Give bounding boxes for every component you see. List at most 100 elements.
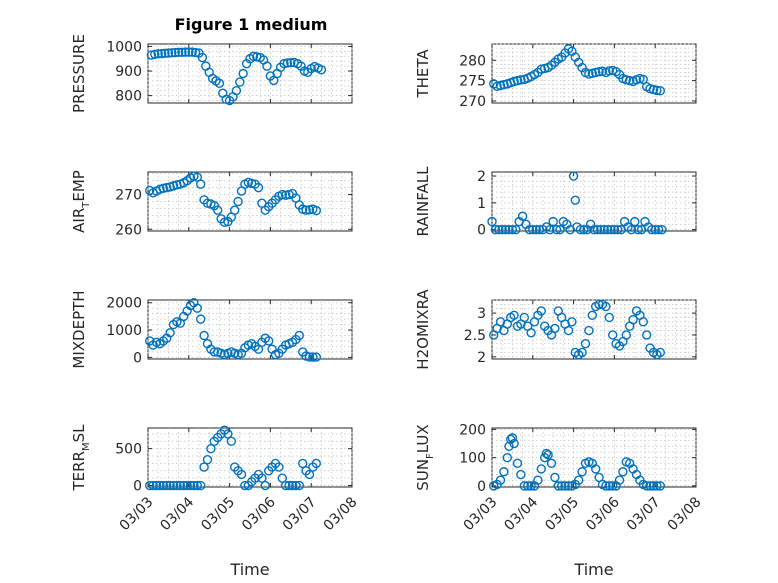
figure-title: Figure 1 medium: [175, 15, 328, 34]
data-point: [165, 328, 175, 338]
data-point: [533, 475, 543, 485]
subplot-6: 2 2.5 3 H2OMIXRA: [414, 289, 697, 370]
data-point: [219, 217, 230, 228]
data-point: [502, 452, 512, 463]
data-point: [517, 211, 528, 221]
data-point: [281, 190, 291, 200]
data-point: [592, 224, 603, 235]
y-tick-label: 260: [115, 222, 142, 238]
data-point: [165, 480, 175, 491]
subplot-5: 0 1000 2000 MIXDEPTH: [70, 290, 353, 369]
data-point: [563, 481, 574, 491]
data-point: [178, 480, 189, 491]
data-point: [494, 224, 504, 235]
data-point: [606, 224, 616, 235]
data-point: [608, 330, 618, 340]
data-point: [173, 47, 184, 58]
data-point: [202, 455, 213, 465]
data-point: [575, 224, 586, 235]
data-point: [602, 224, 613, 235]
data-point: [630, 216, 640, 227]
data-point: [192, 480, 203, 491]
data-point: [550, 323, 560, 334]
data-point: [574, 475, 584, 485]
data-point: [633, 224, 643, 235]
data-point: [577, 347, 587, 358]
data-point: [655, 481, 665, 491]
data-point: [638, 317, 648, 327]
data-point: [545, 224, 555, 235]
data-point: [509, 438, 519, 449]
y-tick-label: 1: [477, 196, 486, 212]
data-point: [264, 336, 274, 346]
data-point: [570, 195, 580, 205]
data-point: [580, 339, 591, 349]
x-tick-label: 03/05: [198, 494, 238, 534]
data-point: [587, 310, 597, 320]
y-axis-label: THETA: [414, 49, 432, 99]
data-point: [153, 49, 163, 59]
y-tick-label: 500: [115, 442, 142, 458]
data-point: [512, 458, 523, 468]
data-point: [594, 66, 604, 77]
data-point: [604, 66, 614, 76]
data-point: [148, 480, 158, 491]
data-point: [591, 464, 601, 474]
x-tick-label: 03/08: [321, 494, 361, 534]
data-point: [601, 481, 611, 491]
data-point: [536, 306, 546, 316]
data-point: [158, 183, 169, 194]
data-point: [187, 47, 197, 57]
data-point: [543, 450, 553, 460]
data-point: [199, 462, 209, 472]
data-point: [209, 347, 220, 357]
data-point: [260, 480, 270, 491]
data-point: [546, 458, 557, 468]
data-point: [160, 48, 170, 59]
y-tick-label: 800: [115, 89, 142, 105]
data-point: [298, 458, 308, 469]
data-point: [304, 352, 315, 362]
data-point: [596, 224, 606, 235]
data-point: [175, 480, 186, 491]
y-axis-label: PRESSURE: [70, 34, 88, 113]
data-point: [557, 481, 567, 491]
y-tick-label: 270: [115, 188, 142, 204]
data-point: [214, 78, 225, 89]
subplot-4: 0 1 2 RAINFALL: [414, 166, 697, 239]
data-point: [212, 205, 223, 215]
data-point: [531, 224, 541, 235]
y-tick-label: 275: [459, 74, 486, 90]
data-point: [184, 47, 194, 57]
data-point: [177, 47, 187, 58]
y-tick-label: 2000: [106, 296, 142, 312]
data-point: [523, 481, 533, 491]
x-tick-label: 03/07: [624, 494, 664, 534]
data-point: [151, 480, 162, 491]
data-point: [262, 61, 272, 71]
y-tick-label: 0: [133, 479, 142, 495]
data-point: [516, 75, 526, 85]
data-point: [528, 224, 538, 235]
data-point: [645, 481, 655, 491]
y-tick-label: 0: [133, 350, 142, 366]
y-tick-label: 2.5: [464, 328, 486, 344]
data-point: [647, 224, 657, 235]
y-tick-label: 200: [459, 422, 486, 438]
data-point: [657, 224, 667, 235]
data-point: [282, 58, 293, 68]
data-point: [311, 352, 321, 362]
subplot-1: 800 900 1000 PRESSURE: [70, 34, 353, 113]
data-point: [577, 467, 587, 477]
data-point: [560, 481, 570, 491]
data-point: [507, 224, 518, 235]
x-tick-label: 03/03: [117, 494, 157, 534]
data-point: [167, 48, 177, 58]
data-point: [487, 216, 497, 227]
data-point: [507, 433, 518, 443]
data-point: [642, 330, 652, 340]
data-point: [553, 481, 563, 491]
data-point: [277, 189, 287, 200]
data-point: [304, 469, 315, 480]
